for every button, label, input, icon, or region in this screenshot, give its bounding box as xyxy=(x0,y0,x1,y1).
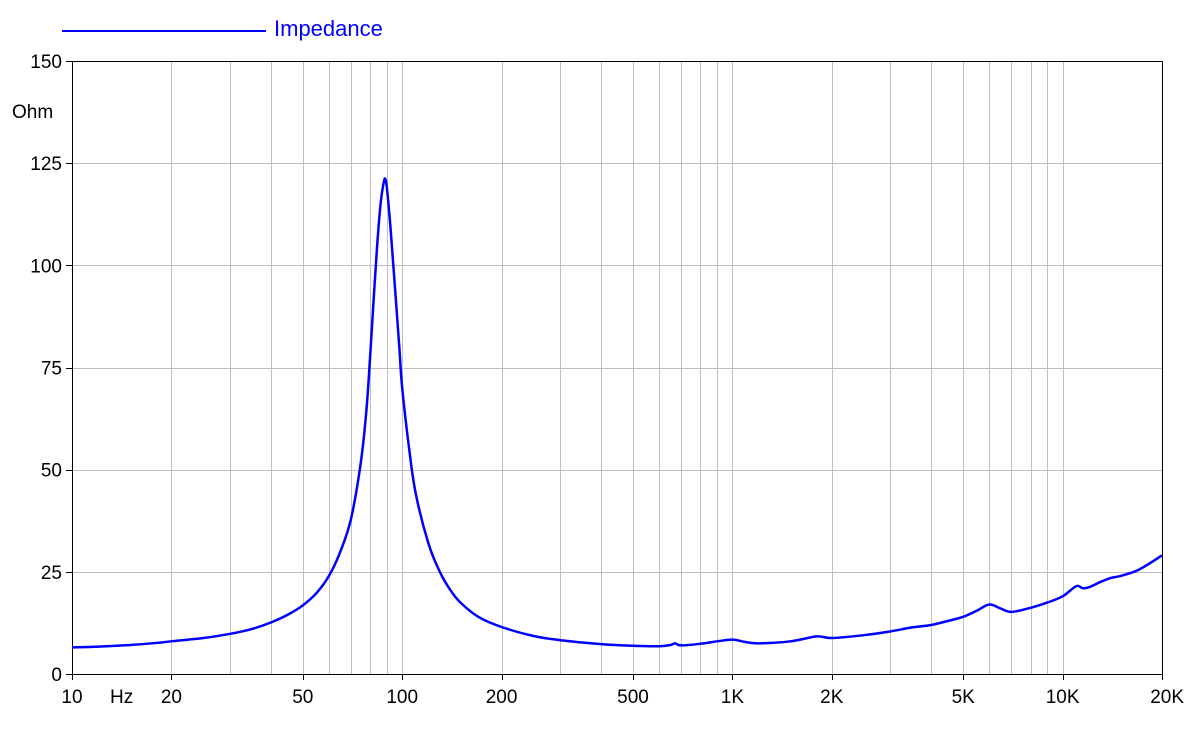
x-tick-label-200: 200 xyxy=(486,687,518,708)
y-tick-label-25: 25 xyxy=(41,563,62,584)
series-line-impedance xyxy=(71,177,1163,649)
y-axis-unit-label: Ohm xyxy=(12,102,53,123)
y-tick-label-75: 75 xyxy=(41,359,62,380)
x-tick-label-10: 10 xyxy=(61,687,82,708)
x-tick-label-2000: 2K xyxy=(820,687,844,708)
x-tick-label-1000: 1K xyxy=(721,687,745,708)
x-tick-label-5000: 5K xyxy=(952,687,976,708)
y-axis: 0 25 50 75 100 125 150 xyxy=(30,52,72,686)
y-tick-label-0: 0 xyxy=(51,665,62,686)
x-tick-label-20: 20 xyxy=(161,687,182,708)
y-tick-label-50: 50 xyxy=(41,461,62,482)
plot-frame xyxy=(72,61,1163,675)
legend-label-impedance: Impedance xyxy=(274,16,383,41)
y-tick-label-150: 150 xyxy=(30,52,62,73)
y-tick-label-125: 125 xyxy=(30,154,62,175)
legend: Impedance xyxy=(62,16,383,41)
x-axis: 10 20 50 100 200 500 1K 2K 5K 10K 20K xyxy=(61,674,1184,708)
x-tick-label-100: 100 xyxy=(386,687,418,708)
x-tick-label-500: 500 xyxy=(617,687,649,708)
x-tick-label-20000: 20K xyxy=(1150,687,1184,708)
grid xyxy=(72,61,1163,675)
x-axis-unit-label: Hz xyxy=(110,687,133,708)
y-tick-label-100: 100 xyxy=(30,256,62,277)
x-tick-label-50: 50 xyxy=(292,687,313,708)
x-tick-label-10000: 10K xyxy=(1046,687,1080,708)
